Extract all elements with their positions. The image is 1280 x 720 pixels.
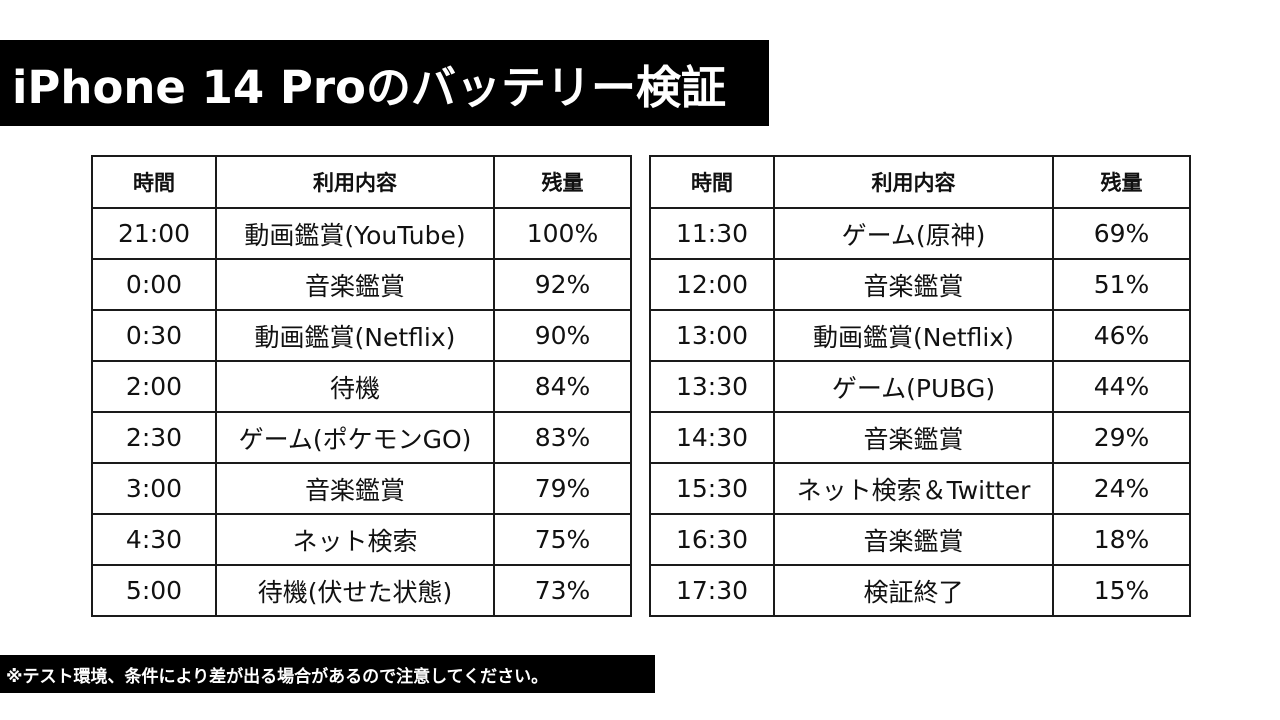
- time-cell: 17:30: [649, 564, 775, 617]
- table-header-row: 時間 利用内容 残量: [649, 155, 1191, 209]
- remaining-cell: 84%: [493, 360, 632, 413]
- time-cell: 0:30: [91, 309, 217, 362]
- remaining-cell: 90%: [493, 309, 632, 362]
- usage-cell: ゲーム(ポケモンGO): [215, 411, 495, 464]
- header-time: 時間: [649, 155, 775, 209]
- header-remaining: 残量: [493, 155, 632, 209]
- usage-cell: 音楽鑑賞: [773, 411, 1054, 464]
- table-header-row: 時間 利用内容 残量: [91, 155, 632, 209]
- time-cell: 5:00: [91, 564, 217, 617]
- time-cell: 0:00: [91, 258, 217, 311]
- usage-cell: 音楽鑑賞: [215, 258, 495, 311]
- table-row: 3:00 音楽鑑賞 79%: [91, 462, 632, 515]
- time-cell: 2:30: [91, 411, 217, 464]
- table-row: 5:00 待機(伏せた状態) 73%: [91, 564, 632, 617]
- table-row: 12:00 音楽鑑賞 51%: [649, 258, 1191, 311]
- battery-table-right: 時間 利用内容 残量 11:30 ゲーム(原神) 69% 12:00 音楽鑑賞 …: [649, 155, 1191, 617]
- table-row: 0:00 音楽鑑賞 92%: [91, 258, 632, 311]
- table-row: 13:00 動画鑑賞(Netflix) 46%: [649, 309, 1191, 362]
- table-row: 0:30 動画鑑賞(Netflix) 90%: [91, 309, 632, 362]
- remaining-cell: 51%: [1052, 258, 1191, 311]
- usage-cell: ネット検索: [215, 513, 495, 566]
- time-cell: 16:30: [649, 513, 775, 566]
- header-usage: 利用内容: [215, 155, 495, 209]
- time-cell: 21:00: [91, 207, 217, 260]
- time-cell: 14:30: [649, 411, 775, 464]
- header-remaining: 残量: [1052, 155, 1191, 209]
- usage-cell: 動画鑑賞(YouTube): [215, 207, 495, 260]
- header-time: 時間: [91, 155, 217, 209]
- remaining-cell: 18%: [1052, 513, 1191, 566]
- remaining-cell: 75%: [493, 513, 632, 566]
- usage-cell: 動画鑑賞(Netflix): [773, 309, 1054, 362]
- time-cell: 13:30: [649, 360, 775, 413]
- remaining-cell: 15%: [1052, 564, 1191, 617]
- usage-cell: 音楽鑑賞: [773, 513, 1054, 566]
- table-row: 15:30 ネット検索＆Twitter 24%: [649, 462, 1191, 515]
- table-row: 14:30 音楽鑑賞 29%: [649, 411, 1191, 464]
- table-row: 13:30 ゲーム(PUBG) 44%: [649, 360, 1191, 413]
- remaining-cell: 29%: [1052, 411, 1191, 464]
- time-cell: 15:30: [649, 462, 775, 515]
- usage-cell: 待機: [215, 360, 495, 413]
- usage-cell: ゲーム(原神): [773, 207, 1054, 260]
- usage-cell: 音楽鑑賞: [215, 462, 495, 515]
- usage-cell: 音楽鑑賞: [773, 258, 1054, 311]
- time-cell: 12:00: [649, 258, 775, 311]
- page-title: iPhone 14 Proのバッテリー検証: [0, 40, 769, 126]
- footnote-disclaimer: ※テスト環境、条件により差が出る場合があるので注意してください。: [0, 655, 655, 693]
- time-cell: 2:00: [91, 360, 217, 413]
- usage-cell: ネット検索＆Twitter: [773, 462, 1054, 515]
- remaining-cell: 73%: [493, 564, 632, 617]
- table-row: 4:30 ネット検索 75%: [91, 513, 632, 566]
- usage-cell: ゲーム(PUBG): [773, 360, 1054, 413]
- remaining-cell: 100%: [493, 207, 632, 260]
- remaining-cell: 79%: [493, 462, 632, 515]
- table-row: 2:00 待機 84%: [91, 360, 632, 413]
- time-cell: 4:30: [91, 513, 217, 566]
- remaining-cell: 83%: [493, 411, 632, 464]
- remaining-cell: 92%: [493, 258, 632, 311]
- time-cell: 11:30: [649, 207, 775, 260]
- time-cell: 3:00: [91, 462, 217, 515]
- usage-cell: 検証終了: [773, 564, 1054, 617]
- table-row: 2:30 ゲーム(ポケモンGO) 83%: [91, 411, 632, 464]
- remaining-cell: 69%: [1052, 207, 1191, 260]
- table-row: 16:30 音楽鑑賞 18%: [649, 513, 1191, 566]
- remaining-cell: 44%: [1052, 360, 1191, 413]
- table-row: 11:30 ゲーム(原神) 69%: [649, 207, 1191, 260]
- battery-table-left: 時間 利用内容 残量 21:00 動画鑑賞(YouTube) 100% 0:00…: [91, 155, 632, 617]
- header-usage: 利用内容: [773, 155, 1054, 209]
- table-row: 21:00 動画鑑賞(YouTube) 100%: [91, 207, 632, 260]
- table-row: 17:30 検証終了 15%: [649, 564, 1191, 617]
- usage-cell: 待機(伏せた状態): [215, 564, 495, 617]
- time-cell: 13:00: [649, 309, 775, 362]
- remaining-cell: 24%: [1052, 462, 1191, 515]
- usage-cell: 動画鑑賞(Netflix): [215, 309, 495, 362]
- remaining-cell: 46%: [1052, 309, 1191, 362]
